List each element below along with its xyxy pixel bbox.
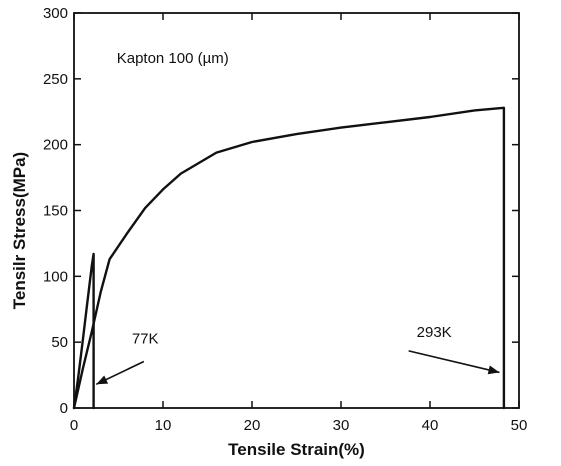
y-tick-label: 100 [43,268,68,285]
annotation-arrow-293k [408,350,500,374]
y-tick-label: 200 [43,137,68,154]
x-tick-label: 10 [155,417,172,434]
y-tick-label: 150 [43,203,68,220]
series-line-293k [72,106,506,410]
plot-area: 0 10 20 30 40 50 0 50 100 150 200 250 300 Kapton 100 … [43,5,527,434]
annotation-77k: 77K [132,330,159,347]
y-tick-label: 0 [60,400,68,417]
annotation-kapton-100-m: Kapton 100 (µm) [117,50,229,67]
annotation-293k: 293K [417,324,452,341]
series-line-77k [72,252,95,410]
annotation-arrowhead-293k [487,365,500,375]
x-tick-label: 40 [422,417,439,434]
x-tick-label: 30 [333,417,350,434]
plot-frame [73,12,520,409]
y-tick-label: 300 [43,5,68,22]
y-tick-label: 50 [51,334,68,351]
x-tick-label: 20 [244,417,261,434]
x-axis-title: Tensile Strain(%) [228,440,365,459]
y-axis-title: Tensilr Stress(MPa) [10,152,29,309]
x-tick-label: 0 [70,417,78,434]
y-tick-label: 250 [43,71,68,88]
x-tick-label: 50 [511,417,528,434]
annotation-arrowhead-77k [96,375,109,385]
